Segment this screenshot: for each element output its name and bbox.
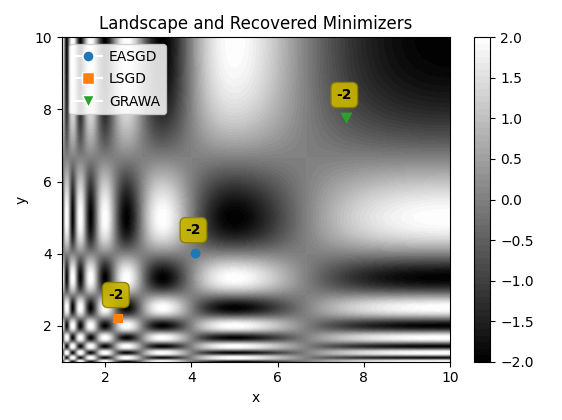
- Point: [191, 250, 200, 257]
- Legend: EASGD, LSGD, GRAWA: EASGD, LSGD, GRAWA: [69, 44, 166, 114]
- Title: Landscape and Recovered Minimizers: Landscape and Recovered Minimizers: [99, 15, 413, 33]
- Y-axis label: y: y: [15, 195, 29, 204]
- Point: [342, 115, 351, 122]
- Text: -2: -2: [337, 88, 352, 102]
- X-axis label: x: x: [252, 391, 260, 405]
- Text: -2: -2: [108, 288, 124, 302]
- Text: -2: -2: [185, 223, 201, 237]
- Point: [114, 315, 123, 322]
